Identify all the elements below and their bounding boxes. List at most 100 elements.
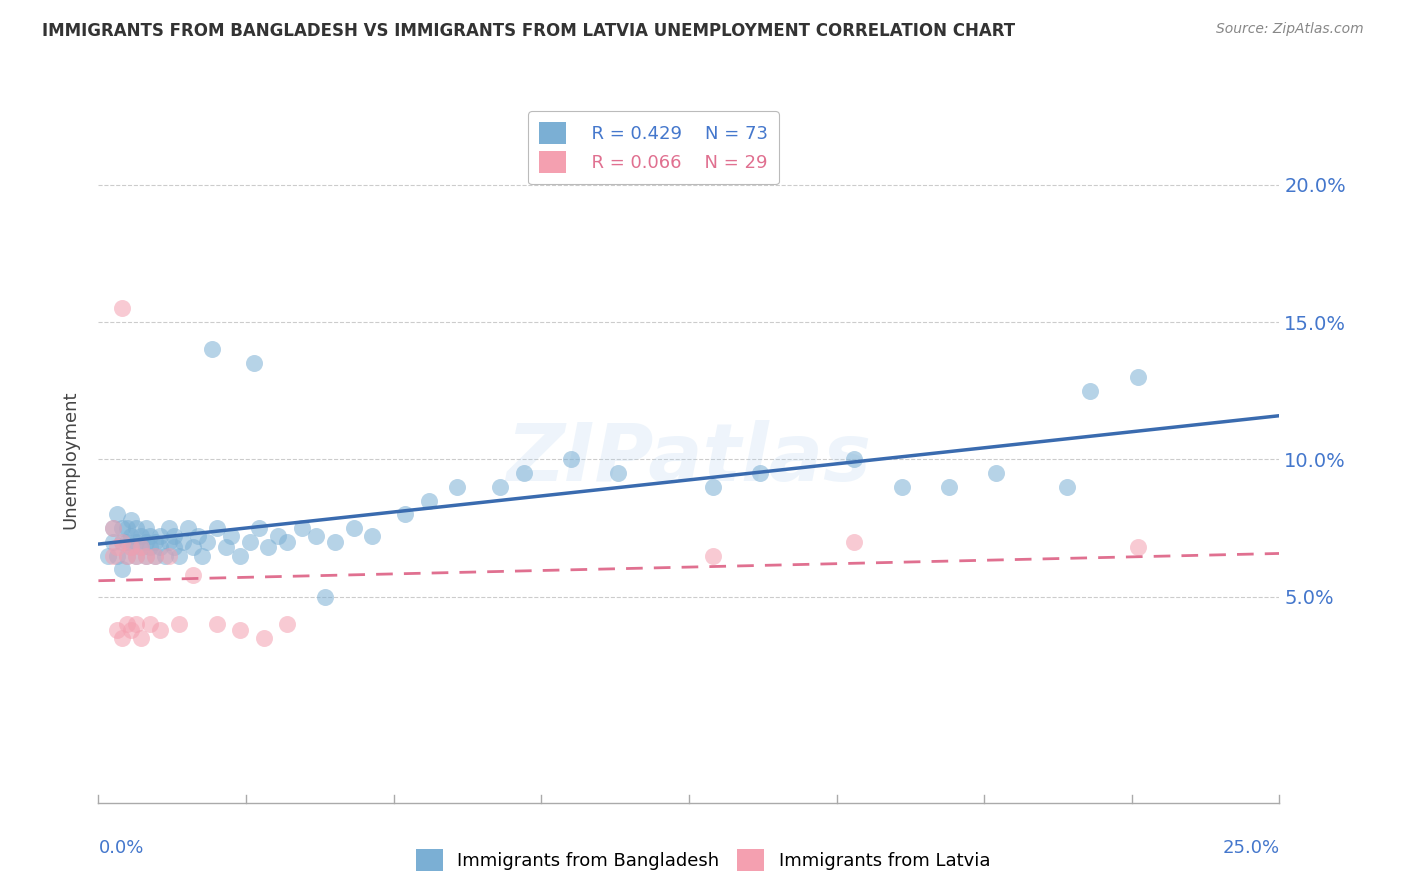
Point [984, 466, 1007, 480]
Point [844, 452, 866, 467]
Point [149, 541, 172, 555]
Point [748, 466, 770, 480]
Point [163, 541, 186, 555]
Point [195, 534, 218, 549]
Point [135, 549, 157, 563]
Point [560, 452, 582, 467]
Point [115, 534, 138, 549]
Point [239, 534, 262, 549]
Point [215, 541, 238, 555]
Text: Source: ZipAtlas.com: Source: ZipAtlas.com [1216, 22, 1364, 37]
Point [125, 534, 148, 549]
Point [290, 521, 312, 535]
Legend: Immigrants from Bangladesh, Immigrants from Latvia: Immigrants from Bangladesh, Immigrants f… [408, 842, 998, 879]
Point [139, 617, 162, 632]
Point [253, 631, 276, 645]
Point [890, 480, 912, 494]
Point [135, 521, 157, 535]
Point [111, 534, 134, 549]
Point [276, 617, 298, 632]
Point [314, 590, 336, 604]
Point [101, 549, 124, 563]
Point [111, 562, 134, 576]
Point [181, 567, 204, 582]
Point [105, 508, 128, 522]
Point [205, 521, 228, 535]
Point [129, 541, 152, 555]
Point [702, 549, 724, 563]
Point [187, 529, 209, 543]
Point [267, 529, 290, 543]
Point [247, 521, 270, 535]
Point [149, 529, 172, 543]
Point [257, 541, 280, 555]
Point [125, 521, 148, 535]
Point [361, 529, 384, 543]
Text: ZIPatlas: ZIPatlas [506, 420, 872, 499]
Point [135, 549, 157, 563]
Point [229, 623, 252, 637]
Point [105, 549, 128, 563]
Point [418, 493, 440, 508]
Point [167, 617, 190, 632]
Point [121, 513, 143, 527]
Point [115, 521, 138, 535]
Text: IMMIGRANTS FROM BANGLADESH VS IMMIGRANTS FROM LATVIA UNEMPLOYMENT CORRELATION CH: IMMIGRANTS FROM BANGLADESH VS IMMIGRANTS… [42, 22, 1015, 40]
Point [229, 549, 252, 563]
Point [446, 480, 468, 494]
Point [121, 541, 143, 555]
Point [135, 534, 157, 549]
Point [121, 541, 143, 555]
Point [129, 631, 152, 645]
Point [125, 549, 148, 563]
Point [157, 521, 180, 535]
Text: 25.0%: 25.0% [1222, 838, 1279, 856]
Point [153, 549, 176, 563]
Point [111, 631, 134, 645]
Point [143, 534, 166, 549]
Point [167, 549, 190, 563]
Point [143, 549, 166, 563]
Point [115, 617, 138, 632]
Point [157, 534, 180, 549]
Point [342, 521, 364, 535]
Point [121, 623, 143, 637]
Point [1056, 480, 1078, 494]
Point [512, 466, 534, 480]
Point [101, 521, 124, 535]
Point [115, 549, 138, 563]
Point [219, 529, 242, 543]
Point [129, 541, 152, 555]
Point [111, 301, 134, 316]
Point [149, 623, 172, 637]
Point [172, 534, 194, 549]
Point [129, 529, 152, 543]
Point [139, 529, 162, 543]
Point [938, 480, 960, 494]
Point [1126, 541, 1149, 555]
Point [305, 529, 328, 543]
Point [243, 356, 266, 370]
Point [489, 480, 512, 494]
Legend:   R = 0.429    N = 73,   R = 0.066    N = 29: R = 0.429 N = 73, R = 0.066 N = 29 [527, 112, 779, 184]
Point [205, 617, 228, 632]
Point [97, 549, 120, 563]
Point [201, 343, 224, 357]
Point [323, 534, 346, 549]
Point [101, 534, 124, 549]
Point [702, 480, 724, 494]
Point [181, 541, 204, 555]
Point [276, 534, 298, 549]
Point [105, 541, 128, 555]
Point [1126, 370, 1149, 384]
Point [191, 549, 214, 563]
Text: 0.0%: 0.0% [98, 838, 143, 856]
Point [844, 534, 866, 549]
Point [111, 521, 134, 535]
Point [115, 549, 138, 563]
Point [121, 529, 143, 543]
Point [157, 549, 180, 563]
Point [125, 549, 148, 563]
Point [111, 534, 134, 549]
Point [177, 521, 200, 535]
